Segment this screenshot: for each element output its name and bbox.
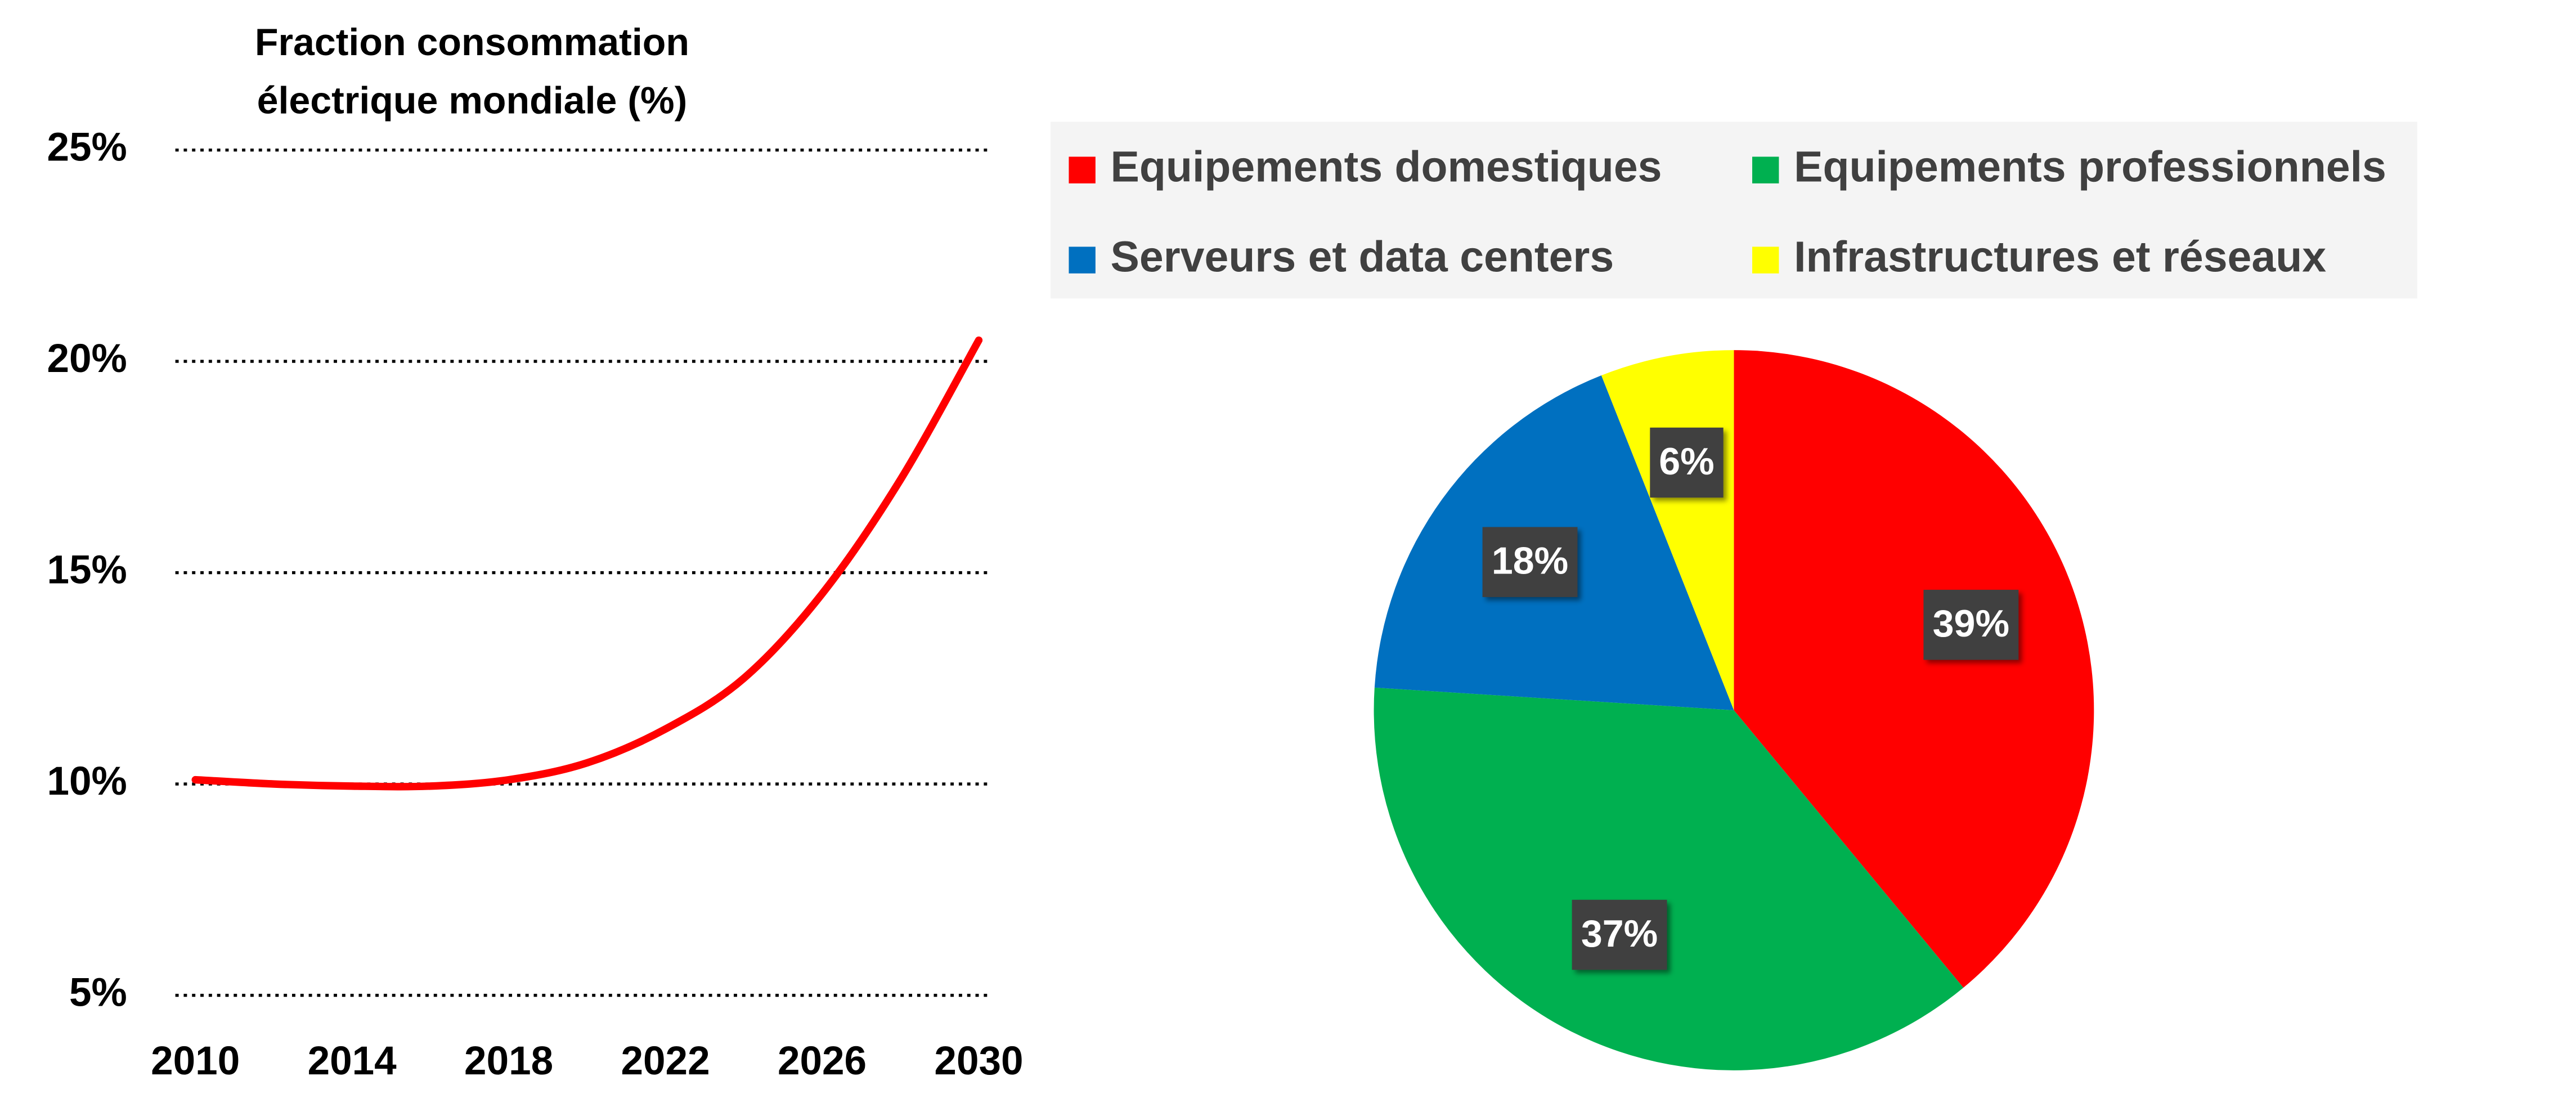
data-label: 6% bbox=[1659, 440, 1714, 483]
data-label-box bbox=[1650, 427, 1724, 498]
legend-swatch bbox=[1069, 247, 1096, 274]
data-label: 39% bbox=[1933, 602, 2009, 645]
data-label: 18% bbox=[1492, 540, 1568, 582]
pie-slice bbox=[1734, 350, 2094, 988]
legend-box bbox=[1050, 122, 2417, 299]
x-tick-label: 2010 bbox=[151, 1039, 240, 1083]
pie-slice bbox=[1374, 687, 1964, 1070]
data-label-box bbox=[1572, 899, 1667, 970]
y-tick-label: 5% bbox=[69, 970, 127, 1015]
legend-label: Infrastructures et réseaux bbox=[1794, 232, 2326, 281]
x-tick-label: 2018 bbox=[464, 1039, 553, 1083]
data-label-box bbox=[1482, 527, 1578, 597]
chart-title: Fraction consommation électrique mondiale… bbox=[255, 21, 689, 122]
legend-label: Equipements domestiques bbox=[1111, 143, 1662, 191]
y-tick-label: 20% bbox=[47, 337, 127, 381]
x-tick-label: 2022 bbox=[621, 1039, 710, 1083]
x-tick-label: 2030 bbox=[934, 1039, 1023, 1083]
legend-swatch bbox=[1069, 156, 1096, 183]
x-tick-label: 2014 bbox=[308, 1039, 397, 1083]
y-tick-label: 10% bbox=[47, 759, 127, 804]
legend-label: Serveurs et data centers bbox=[1111, 232, 1614, 281]
legend-swatch bbox=[1752, 156, 1779, 183]
x-tick-label: 2026 bbox=[778, 1039, 867, 1083]
legend-swatch bbox=[1752, 247, 1779, 274]
y-tick-label: 15% bbox=[47, 548, 127, 592]
data-label-box bbox=[1923, 590, 2019, 660]
line-series bbox=[191, 336, 983, 791]
data-label: 37% bbox=[1581, 912, 1658, 955]
y-tick-label: 25% bbox=[47, 125, 127, 169]
legend-label: Equipements professionnels bbox=[1794, 143, 2386, 191]
